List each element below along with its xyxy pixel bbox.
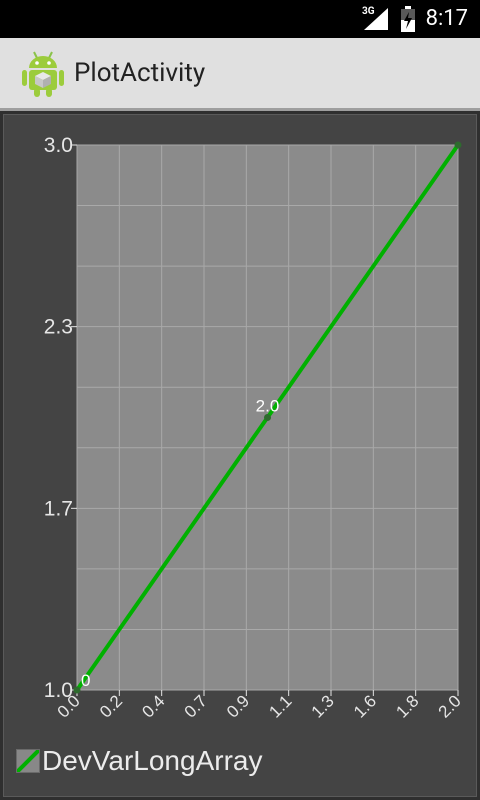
android-robot-icon[interactable] [20,50,66,98]
x-tick-label: 1.6 [350,691,380,721]
grid [76,144,459,691]
data-label: 2.0 [256,397,280,416]
y-tick-label: 1.7 [44,497,73,520]
x-tick-label: 0.2 [96,691,126,721]
y-tick-label: 1.0 [44,679,73,702]
series-layer: 02.0 [73,141,462,694]
y-tick-label: 2.3 [44,316,73,339]
battery-icon [401,6,415,32]
action-bar-divider [0,108,480,111]
x-tick-label: 0.9 [223,691,253,721]
legend-label: DevVarLongArray [42,745,263,776]
plot-container: 1.0 1.7 2.3 3.0 0.0 0.2 0.4 0.7 0.9 1.1 1.3 1.6 1.8… [0,111,480,800]
app-title: PlotActivity [74,58,206,88]
status-time: 8:17 [425,6,468,31]
status-bar: 3G 8:17 [0,0,480,38]
x-tick-label: 1.1 [265,691,295,721]
data-label: 0 [81,671,90,690]
y-tick-label: 3.0 [44,134,73,157]
legend-swatch-icon [16,749,40,773]
network-type-label: 3G [362,6,375,17]
x-tick-label: 1.3 [308,691,338,721]
data-point[interactable] [454,141,462,149]
action-bar: PlotActivity [0,38,480,110]
y-axis-ticks: 1.0 1.7 2.3 3.0 [44,134,77,702]
line-chart[interactable]: 1.01.72.33.0 0.0 0.2 0.4 0.7 0.9 1.1 1.3 1.6 1.8… [0,111,480,800]
x-tick-label: 0.4 [138,691,168,721]
data-point[interactable] [73,686,81,694]
x-tick-label: 1.8 [392,691,422,721]
data-point[interactable] [264,414,271,421]
x-tick-label: 0.7 [181,691,211,721]
signal-icon [364,8,388,30]
x-axis-ticks: 0.0 0.2 0.4 0.7 0.9 1.1 1.3 1.6 1.8 2.0 [54,690,465,722]
x-tick-label: 2.0 [435,691,465,721]
